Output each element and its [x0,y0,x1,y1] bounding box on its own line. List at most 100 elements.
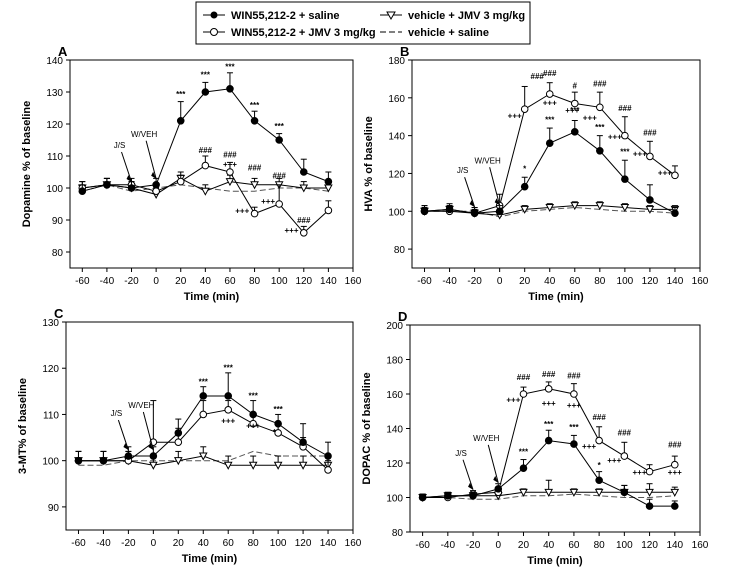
significance-label: ### [542,370,556,379]
significance-label: ### [618,428,632,437]
x-tick-label: -40 [441,540,456,551]
series-line [78,450,328,466]
data-point [201,88,210,96]
data-point [645,467,654,476]
y-tick-label: 140 [46,56,63,67]
significance-label: ### [531,72,545,81]
significance-label: *** [201,71,211,80]
x-tick-label: 60 [223,538,235,549]
data-point [274,419,282,428]
data-point [545,139,554,147]
series-line [82,88,329,192]
arrow-label: W/VEH [475,156,501,165]
y-tick-label: 110 [47,152,63,163]
significance-label: +++ [567,401,581,410]
data-point [250,181,259,190]
data-point [199,392,208,400]
significance-label: +++ [583,114,597,123]
x-tick-label: -20 [467,276,482,287]
data-point [324,177,333,186]
significance-label: ### [272,171,286,180]
plot-frame [409,324,701,533]
x-tick-label: 20 [175,276,187,287]
data-point [570,99,579,108]
data-point [445,205,454,214]
y-tick-label: 110 [43,410,59,421]
y-tick-label: 80 [394,245,406,256]
data-point [198,452,208,461]
y-axis-label: HVA % of baseline [363,116,375,211]
series-win_sal [420,120,679,217]
data-point [74,456,83,465]
legend-label-veh-jmv: vehicle + JMV 3 mg/kg [408,10,525,22]
x-tick-label: 40 [543,540,555,551]
data-point [173,457,183,466]
series-veh_jmv [74,446,333,470]
data-point [149,461,158,470]
significance-label: ### [618,104,632,113]
significance-label: ### [248,163,262,172]
x-tick-label: 160 [345,276,362,287]
x-tick-label: 100 [270,538,287,549]
data-point [670,502,679,510]
data-point [495,207,504,216]
y-tick-label: 180 [388,56,405,67]
significance-label: +++ [508,112,522,121]
panel-C: C -60 -40 -20 0 20 40 60 80 100 120 140 160 90 100 110 1… [17,306,362,565]
x-tick-label: 100 [617,276,634,287]
arrow-head [126,175,132,182]
series-win_sal [74,372,332,465]
significance-label: ### [668,440,682,449]
data-point [298,461,308,470]
panel-A: A -60 -40 -20 0 20 40 60 80 100 120 140 160 80 90 100 11… [21,44,362,303]
data-point [545,90,554,98]
x-tick-label: 80 [594,540,606,551]
series-veh_sal [82,184,329,192]
x-tick-label: 140 [320,538,337,549]
x-tick-label: 120 [295,276,312,287]
data-point [596,146,604,155]
panels: A -60 -40 -20 0 20 40 60 80 100 120 140 160 80 90 100 11… [17,44,709,567]
arrow-head [148,443,154,451]
y-tick-label: 160 [388,94,405,105]
significance-label: *** [224,364,234,373]
significance-label: *** [275,122,285,131]
x-tick-label: 100 [271,276,288,287]
x-tick-label: 120 [642,276,659,287]
data-point [275,136,283,144]
y-tick-label: 160 [386,390,403,401]
data-point [646,196,654,204]
data-point [174,438,183,446]
x-tick-label: 160 [692,276,709,287]
significance-label: *** [249,391,259,400]
data-point [201,187,210,196]
significance-label: +++ [668,468,682,477]
significance-label: +++ [608,132,622,141]
x-tick-label: 40 [198,538,210,549]
data-point [520,205,530,214]
data-point [570,440,578,448]
data-point [299,184,309,193]
y-tick-label: 130 [46,88,63,99]
data-point [670,488,680,497]
arrow-label: W/VEH [131,130,157,139]
y-tick-label: 120 [388,169,405,180]
data-point [645,205,655,214]
data-point [595,476,603,485]
data-point [544,385,553,393]
y-tick-label: 80 [52,248,64,259]
significance-label: ### [592,413,606,422]
data-point [545,203,555,213]
y-tick-label: 90 [52,216,64,227]
legend-label-win-jmv: WIN55,212-2 + JMV 3 mg/kg [231,27,376,39]
data-point [544,488,554,497]
legend-marker-veh-jmv [386,11,396,21]
panel-label: C [54,306,64,321]
data-point [621,175,629,183]
data-point [544,436,553,445]
legend-label-veh-sal: vehicle + saline [408,27,489,39]
data-point [249,419,257,428]
data-point [224,406,233,414]
data-point [519,464,528,472]
x-tick-label: 80 [594,276,606,287]
